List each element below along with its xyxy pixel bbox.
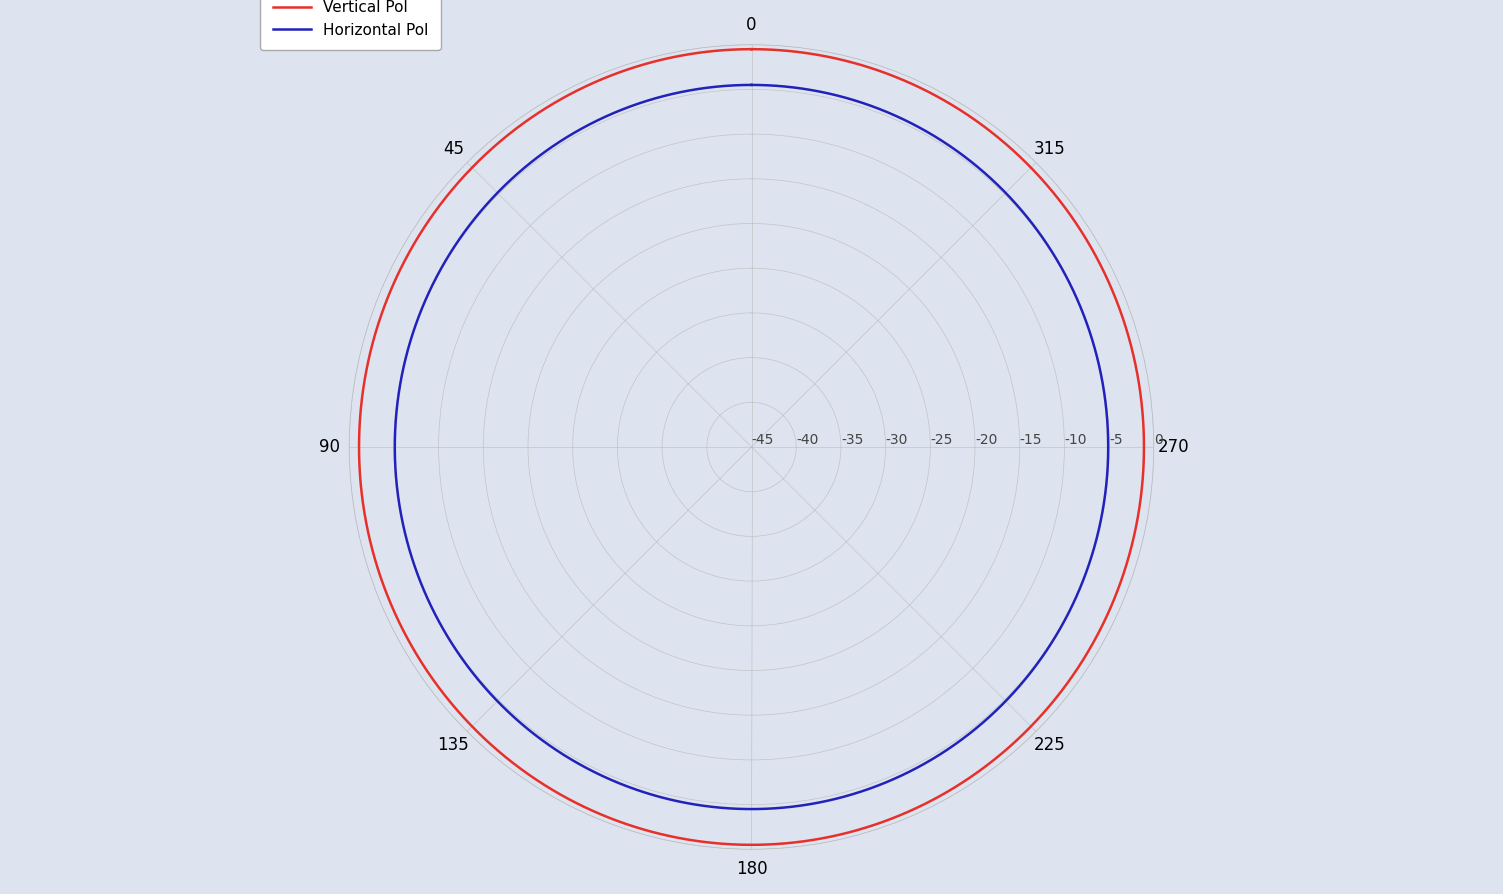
Horizontal Pol	[386, 442, 404, 452]
Vertical Pol	[742, 44, 761, 55]
Horizontal Pol	[742, 80, 761, 90]
Vertical Pol	[359, 354, 377, 365]
Legend: Vertical Pol, Horizontal Pol: Vertical Pol, Horizontal Pol	[260, 0, 440, 50]
Horizontal Pol	[392, 508, 410, 519]
Horizontal Pol	[963, 726, 981, 737]
Vertical Pol	[984, 755, 1003, 765]
Horizontal Pol	[742, 80, 761, 90]
Line: Vertical Pol: Vertical Pol	[359, 49, 1144, 845]
Vertical Pol	[744, 44, 762, 55]
Horizontal Pol	[944, 143, 962, 154]
Horizontal Pol	[394, 362, 412, 373]
Vertical Pol	[1018, 726, 1036, 737]
Vertical Pol	[742, 44, 761, 55]
Vertical Pol	[965, 114, 983, 124]
Horizontal Pol	[992, 700, 1010, 711]
Line: Horizontal Pol: Horizontal Pol	[395, 85, 1108, 809]
Horizontal Pol	[744, 80, 762, 90]
Vertical Pol	[356, 514, 374, 525]
Vertical Pol	[350, 442, 368, 452]
